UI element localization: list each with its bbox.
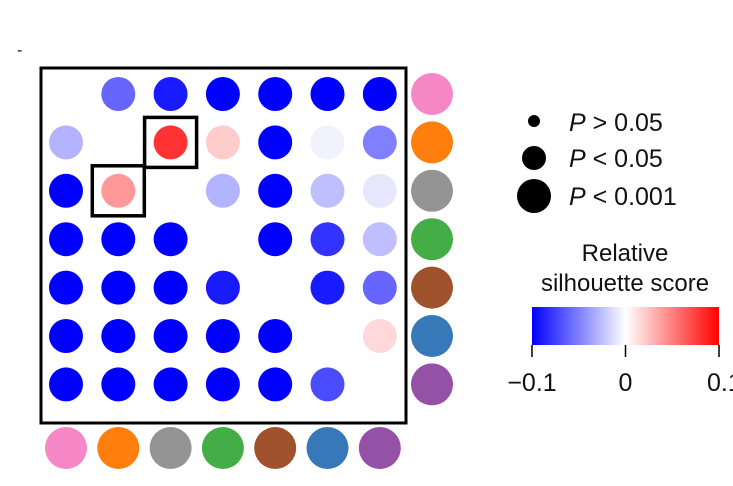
row-category-swatches bbox=[411, 73, 453, 406]
cell-dot-r6-c0 bbox=[49, 367, 83, 402]
cell-dot-r5-c0 bbox=[49, 319, 83, 353]
matrix-cells bbox=[49, 77, 397, 402]
size-legend-label-medium: P < 0.05 bbox=[569, 145, 663, 173]
cell-dot-r4-c0 bbox=[49, 270, 83, 305]
size-legend: P > 0.05 P < 0.05 P < 0.001 bbox=[517, 109, 677, 213]
cell-dot-r6-c4 bbox=[258, 367, 293, 402]
size-legend-dot-medium bbox=[522, 146, 546, 170]
cell-dot-r0-c1 bbox=[101, 77, 136, 111]
cell-dot-r5-c6 bbox=[362, 319, 397, 353]
cell-dot-r5-c3 bbox=[205, 319, 240, 353]
colorbar-ticks: −0.1 0 0.1 bbox=[507, 345, 733, 397]
cell-dot-r1-c6 bbox=[362, 125, 397, 160]
cell-dot-r6-c1 bbox=[101, 367, 136, 402]
cell-dot-r1-c0 bbox=[49, 125, 83, 160]
highlight-boxes bbox=[90, 115, 199, 218]
row-swatch-5 bbox=[411, 315, 453, 357]
row-swatch-6 bbox=[411, 363, 453, 406]
row-swatch-4 bbox=[411, 266, 453, 309]
cell-dot-r2-c3 bbox=[205, 173, 240, 208]
cell-dot-r1-c2 bbox=[153, 125, 188, 160]
cell-dot-r0-c3 bbox=[205, 77, 240, 111]
cell-dot-r0-c4 bbox=[258, 77, 293, 111]
column-swatch-3 bbox=[201, 427, 244, 469]
row-swatch-0 bbox=[411, 73, 453, 115]
colorbar-tick-label-2: 0.1 bbox=[707, 369, 733, 397]
cell-dot-r0-c5 bbox=[310, 77, 345, 111]
cell-dot-r2-c4 bbox=[258, 173, 293, 208]
cell-dot-r3-c5 bbox=[310, 222, 345, 257]
colorbar-title-line1: Relative bbox=[582, 240, 669, 267]
cell-dot-r4-c3 bbox=[205, 270, 240, 305]
colorbar-legend: Relative silhouette score −0.1 0 0.1 bbox=[507, 240, 733, 397]
colorbar bbox=[532, 307, 719, 345]
cell-dot-r2-c0 bbox=[49, 173, 83, 208]
cell-dot-r5-c4 bbox=[258, 319, 293, 353]
cell-dot-r1-c3 bbox=[205, 125, 240, 160]
row-swatch-3 bbox=[411, 218, 453, 261]
cell-dot-r4-c6 bbox=[362, 270, 397, 305]
colorbar-title-line2: silhouette score bbox=[541, 270, 709, 297]
cell-dot-r4-c1 bbox=[101, 270, 136, 305]
colorbar-tick-label-0: −0.1 bbox=[507, 369, 556, 397]
size-legend-label-small: P > 0.05 bbox=[569, 109, 663, 137]
cell-dot-r4-c2 bbox=[153, 270, 188, 305]
column-swatch-6 bbox=[358, 427, 401, 469]
cell-dot-r6-c2 bbox=[153, 367, 188, 402]
cell-dot-r5-c2 bbox=[153, 319, 188, 353]
column-swatch-2 bbox=[149, 427, 192, 469]
cell-dot-r3-c2 bbox=[153, 222, 188, 257]
matrix-frame bbox=[39, 66, 408, 425]
size-legend-dot-small bbox=[528, 115, 540, 127]
cell-dot-r3-c6 bbox=[362, 222, 397, 257]
cell-dot-r4-c5 bbox=[310, 270, 345, 305]
highlight-box-r2-c1 bbox=[90, 164, 147, 218]
column-category-swatches bbox=[45, 427, 401, 469]
column-swatch-0 bbox=[45, 427, 87, 469]
column-swatch-1 bbox=[97, 427, 140, 469]
cell-dot-r1-c5 bbox=[310, 125, 345, 160]
cell-dot-r1-c4 bbox=[258, 125, 293, 160]
cell-dot-r3-c1 bbox=[101, 222, 136, 257]
cell-dot-r0-c6 bbox=[362, 77, 397, 111]
cell-dot-r0-c2 bbox=[153, 77, 188, 111]
cell-dot-r3-c4 bbox=[258, 222, 293, 257]
size-legend-label-large: P < 0.001 bbox=[569, 183, 677, 211]
row-swatch-1 bbox=[411, 121, 453, 164]
row-swatch-2 bbox=[411, 169, 453, 212]
cell-dot-r2-c6 bbox=[362, 173, 397, 208]
highlight-box-r1-c2 bbox=[142, 115, 199, 170]
cell-dot-r2-c5 bbox=[310, 173, 345, 208]
colorbar-tick-label-1: 0 bbox=[619, 369, 633, 397]
corner-mark: - bbox=[17, 42, 22, 59]
cell-dot-r5-c1 bbox=[101, 319, 136, 353]
size-legend-dot-large bbox=[517, 179, 551, 213]
cell-dot-r6-c3 bbox=[205, 367, 240, 402]
column-swatch-5 bbox=[306, 427, 349, 469]
cell-dot-r6-c5 bbox=[310, 367, 345, 402]
column-swatch-4 bbox=[254, 427, 297, 469]
cell-dot-r2-c1 bbox=[101, 173, 136, 208]
cell-dot-r3-c0 bbox=[49, 222, 83, 257]
